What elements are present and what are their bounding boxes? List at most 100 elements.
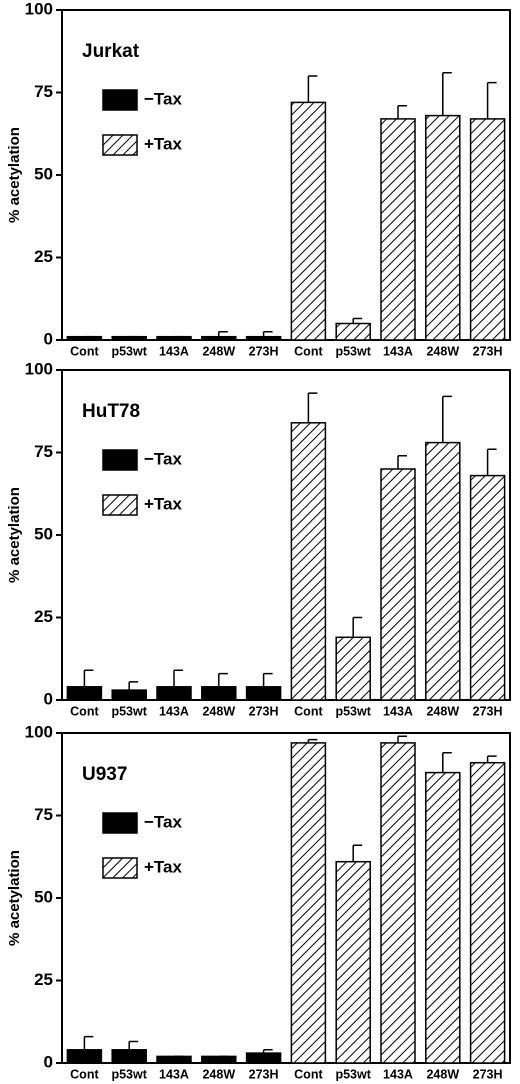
legend-swatch <box>102 134 138 156</box>
x-tick-label: 248W <box>426 344 459 358</box>
error-bar <box>352 616 363 638</box>
error-bar <box>442 71 452 116</box>
x-tick-label: 248W <box>202 344 235 358</box>
x-tick-label: 143A <box>159 344 189 358</box>
y-axis-label: % acetylation <box>6 127 23 223</box>
bar <box>290 101 327 341</box>
x-tick-label: 143A <box>383 1067 413 1081</box>
bar <box>469 474 506 701</box>
bar <box>335 636 371 701</box>
x-tick-label: p53wt <box>335 704 371 718</box>
panel-title: U937 <box>82 764 127 785</box>
error-bar <box>486 448 497 476</box>
panel-title: Jurkat <box>82 41 140 62</box>
x-tick-label: Cont <box>70 704 99 718</box>
y-tick-label: 25 <box>34 970 53 989</box>
bar <box>335 322 371 341</box>
bar <box>111 1049 147 1064</box>
bar <box>66 686 103 701</box>
error-bar <box>128 681 139 691</box>
legend-label: −Tax <box>144 812 183 831</box>
bar <box>425 771 461 1064</box>
y-axis-label: % acetylation <box>6 850 23 946</box>
error-bar <box>83 669 94 687</box>
error-bar <box>397 104 407 119</box>
error-bar <box>352 317 363 324</box>
bar <box>201 335 237 341</box>
bar <box>245 335 282 341</box>
x-tick-label: 273H <box>249 344 279 358</box>
y-tick-label: 100 <box>25 359 53 378</box>
x-tick-label: 248W <box>426 1067 459 1081</box>
y-tick-label: 75 <box>34 442 53 461</box>
error-bar <box>486 81 497 119</box>
x-tick-label: p53wt <box>111 344 147 358</box>
error-bar <box>442 752 452 773</box>
x-tick-label: p53wt <box>111 704 147 718</box>
y-tick-label: 75 <box>34 805 53 824</box>
error-bar <box>262 1049 273 1054</box>
y-tick-label: 100 <box>25 0 53 18</box>
y-tick-label: 50 <box>34 887 53 906</box>
bar <box>66 1049 103 1064</box>
bar <box>425 114 461 341</box>
error-bar <box>397 455 407 469</box>
x-tick-label: p53wt <box>335 1067 371 1081</box>
error-bar <box>262 331 273 337</box>
x-tick-label: 273H <box>473 344 503 358</box>
y-tick-label: 0 <box>44 329 53 348</box>
legend-label: −Tax <box>144 449 183 468</box>
y-tick-label: 0 <box>44 1052 53 1071</box>
legend-swatch <box>102 812 138 834</box>
x-tick-label: 143A <box>159 1067 189 1081</box>
legend-label: −Tax <box>144 89 183 108</box>
bar <box>469 761 506 1064</box>
x-tick-label: 273H <box>249 1067 279 1081</box>
bar <box>290 742 327 1064</box>
x-tick-label: Cont <box>70 1067 99 1081</box>
legend-label: +Tax <box>144 494 183 513</box>
bar <box>111 689 147 701</box>
error-bar <box>397 735 407 743</box>
y-axis-label: % acetylation <box>6 487 23 583</box>
legend-swatch <box>102 494 138 516</box>
x-tick-label: 273H <box>473 1067 503 1081</box>
x-tick-label: 273H <box>473 704 503 718</box>
bar <box>335 860 371 1064</box>
x-tick-label: 143A <box>383 704 413 718</box>
y-tick-label: 25 <box>34 247 53 266</box>
x-tick-label: Cont <box>294 344 323 358</box>
bar <box>201 1055 237 1064</box>
bar <box>245 1052 282 1064</box>
y-tick-label: 25 <box>34 607 53 626</box>
legend-swatch <box>102 857 138 879</box>
error-bar <box>352 844 363 862</box>
bar <box>380 468 416 701</box>
x-tick-label: Cont <box>294 1067 323 1081</box>
bar <box>380 742 416 1064</box>
x-tick-label: Cont <box>70 344 99 358</box>
bar <box>156 1055 192 1064</box>
error-bar <box>307 738 318 743</box>
error-bar <box>83 1035 94 1050</box>
error-bar <box>442 395 452 443</box>
error-bar <box>173 669 183 687</box>
bar <box>469 118 506 341</box>
bar <box>425 441 461 701</box>
error-bar <box>218 331 228 337</box>
bar <box>201 686 237 701</box>
y-tick-label: 0 <box>44 689 53 708</box>
error-bar <box>218 672 228 687</box>
x-tick-label: 143A <box>383 344 413 358</box>
x-tick-label: 248W <box>202 704 235 718</box>
x-tick-label: p53wt <box>111 1067 147 1081</box>
error-bar <box>128 1040 139 1050</box>
error-bar <box>307 392 318 423</box>
y-tick-label: 50 <box>34 164 53 183</box>
legend-swatch <box>102 449 138 471</box>
bar <box>380 118 416 341</box>
x-tick-label: 273H <box>249 704 279 718</box>
legend-label: +Tax <box>144 857 183 876</box>
legend-swatch <box>102 89 138 111</box>
